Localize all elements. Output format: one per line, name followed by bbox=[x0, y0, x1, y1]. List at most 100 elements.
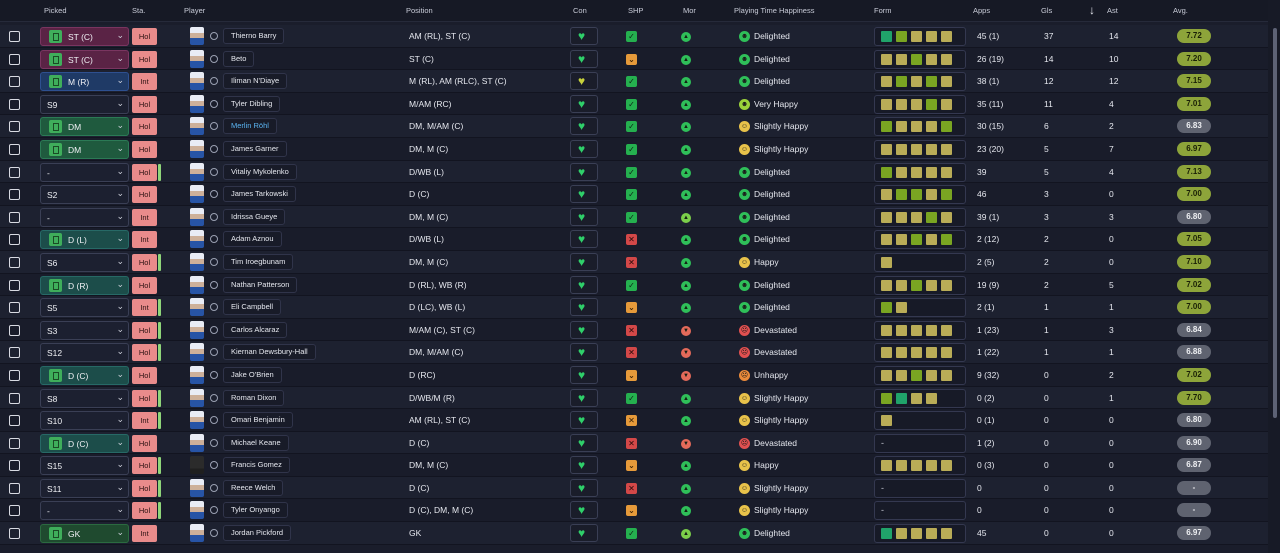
status-badge[interactable]: Hol bbox=[132, 457, 157, 475]
select-checkbox[interactable] bbox=[9, 279, 20, 291]
table-row[interactable]: GK ⌄ Int Jordan Pickford GK ♥ ✓ ▲ ☻ Delighted 45 0 0… bbox=[0, 522, 1268, 545]
select-checkbox[interactable] bbox=[9, 234, 20, 246]
select-checkbox[interactable] bbox=[9, 437, 20, 449]
table-row[interactable]: S5 ⌄ Int Eli Campbell D (LC), WB (L) ♥ ⌄ ▲ ☻ Deli… bbox=[0, 296, 1268, 319]
table-row[interactable]: DM ⌄ Hol Merlin Röhl DM, M/AM (C) ♥ ✓ ▲ ☺ Slightl… bbox=[0, 115, 1268, 138]
player-info-icon[interactable] bbox=[210, 483, 218, 492]
scrollbar-thumb[interactable] bbox=[1273, 28, 1277, 418]
player-name[interactable]: Idrissa Gueye bbox=[223, 208, 286, 225]
col-con[interactable]: Con bbox=[573, 6, 587, 15]
status-badge[interactable]: Hol bbox=[132, 479, 157, 497]
select-checkbox[interactable] bbox=[9, 211, 20, 223]
player-info-icon[interactable] bbox=[210, 438, 218, 447]
status-badge[interactable]: Hol bbox=[132, 366, 157, 384]
picked-dropdown[interactable]: S9 ⌄ bbox=[40, 94, 129, 114]
table-row[interactable]: S12 ⌄ Hol Kiernan Dewsbury-Hall DM, M/AM (C)… bbox=[0, 341, 1268, 364]
player-name[interactable]: Kiernan Dewsbury-Hall bbox=[223, 344, 316, 361]
select-checkbox[interactable] bbox=[9, 482, 20, 494]
player-info-icon[interactable] bbox=[210, 325, 218, 334]
player-info-icon[interactable] bbox=[210, 190, 218, 199]
picked-dropdown[interactable]: S2 ⌄ bbox=[40, 185, 129, 205]
player-name[interactable]: James Tarkowski bbox=[223, 186, 296, 203]
select-checkbox[interactable] bbox=[9, 76, 20, 88]
table-row[interactable]: S3 ⌄ Hol Carlos Alcaraz M/AM (C), ST (C) ♥ ✕ ▼ ☹… bbox=[0, 318, 1268, 342]
status-badge[interactable]: Hol bbox=[132, 163, 157, 181]
col-apps[interactable]: Apps bbox=[973, 6, 991, 15]
player-name[interactable]: Roman Dixon bbox=[223, 389, 285, 406]
picked-dropdown[interactable]: S3 ⌄ bbox=[40, 320, 129, 340]
status-badge[interactable]: Hol bbox=[132, 118, 157, 136]
player-info-icon[interactable] bbox=[210, 529, 218, 538]
select-checkbox[interactable] bbox=[9, 347, 20, 359]
player-name[interactable]: Thierno Barry bbox=[223, 28, 285, 44]
status-badge[interactable]: Hol bbox=[132, 344, 157, 362]
status-badge[interactable]: Hol bbox=[132, 389, 157, 407]
picked-dropdown[interactable]: S5 ⌄ bbox=[40, 298, 129, 318]
status-badge[interactable]: Hol bbox=[132, 95, 157, 113]
player-name[interactable]: Jake O'Brien bbox=[223, 366, 282, 383]
player-name[interactable]: Nathan Patterson bbox=[223, 276, 298, 293]
picked-dropdown[interactable]: S6 ⌄ bbox=[40, 252, 129, 272]
select-checkbox[interactable] bbox=[9, 98, 20, 110]
scrollbar[interactable] bbox=[1268, 0, 1280, 553]
player-name[interactable]: Francis Gomez bbox=[223, 457, 290, 474]
table-row[interactable]: - ⌄ Hol Tyler Onyango D (C), DM, M (C) ♥ ⌄ ▲ ☺ Sl… bbox=[0, 499, 1268, 523]
player-info-icon[interactable] bbox=[210, 461, 218, 470]
player-name[interactable]: Carlos Alcaraz bbox=[223, 321, 288, 338]
player-info-icon[interactable] bbox=[210, 506, 218, 515]
status-badge[interactable]: Hol bbox=[132, 321, 157, 339]
picked-dropdown[interactable]: S8 ⌄ bbox=[40, 388, 129, 408]
player-name[interactable]: Adam Aznou bbox=[223, 231, 282, 248]
table-row[interactable]: S11 ⌄ Hol Reece Welch D (C) ♥ ✕ ▲ ☺ Slightly Happ… bbox=[0, 476, 1268, 500]
status-badge[interactable]: Hol bbox=[132, 434, 157, 452]
select-checkbox[interactable] bbox=[9, 302, 20, 314]
player-name[interactable]: Beto bbox=[223, 50, 255, 67]
status-badge[interactable]: Int bbox=[132, 231, 157, 249]
table-row[interactable]: S9 ⌄ Hol Tyler Dibling M/AM (RC) ♥ ✓ ▲ ☻ Very Hap… bbox=[0, 92, 1268, 116]
select-checkbox[interactable] bbox=[9, 528, 20, 540]
table-row[interactable]: S6 ⌄ Hol Tim Iroegbunam DM, M (C) ♥ ✕ ▲ ☺ Happy 2 … bbox=[0, 250, 1268, 274]
picked-dropdown[interactable]: D (C) ⌄ bbox=[40, 433, 129, 453]
picked-dropdown[interactable]: - ⌄ bbox=[40, 207, 129, 227]
picked-dropdown[interactable]: D (C) ⌄ bbox=[40, 365, 129, 385]
picked-dropdown[interactable]: S12 ⌄ bbox=[40, 343, 129, 363]
select-checkbox[interactable] bbox=[9, 31, 20, 42]
status-badge[interactable]: Int bbox=[132, 299, 157, 317]
player-name[interactable]: Omari Benjamin bbox=[223, 412, 293, 429]
status-badge[interactable]: Int bbox=[132, 208, 157, 226]
picked-dropdown[interactable]: D (R) ⌄ bbox=[40, 275, 129, 295]
table-row[interactable]: ST (C) ⌄ Hol Beto ST (C) ♥ ⌄ ▲ ☻ Delighted 26 (19)… bbox=[0, 47, 1268, 71]
col-avg[interactable]: Avg. bbox=[1173, 6, 1188, 15]
player-info-icon[interactable] bbox=[210, 144, 218, 153]
status-badge[interactable]: Int bbox=[132, 73, 157, 91]
col-position[interactable]: Position bbox=[406, 6, 433, 15]
select-checkbox[interactable] bbox=[9, 143, 20, 155]
status-badge[interactable]: Int bbox=[132, 412, 157, 430]
sort-arrow-icon[interactable]: ↓ bbox=[1089, 3, 1095, 17]
picked-dropdown[interactable]: DM ⌄ bbox=[40, 117, 129, 137]
select-checkbox[interactable] bbox=[9, 166, 20, 178]
select-checkbox[interactable] bbox=[9, 392, 20, 404]
picked-dropdown[interactable]: M (R) ⌄ bbox=[40, 72, 129, 92]
player-info-icon[interactable] bbox=[210, 235, 218, 244]
player-name[interactable]: Merlin Röhl bbox=[223, 118, 277, 135]
select-checkbox[interactable] bbox=[9, 324, 20, 336]
status-badge[interactable]: Int bbox=[132, 525, 157, 543]
status-badge[interactable]: Hol bbox=[132, 253, 157, 271]
status-badge[interactable]: Hol bbox=[132, 502, 157, 520]
player-name[interactable]: Michael Keane bbox=[223, 434, 289, 451]
table-row[interactable]: S15 ⌄ Hol Francis Gomez DM, M (C) ♥ ⌄ ▲ ☺ Happy 0 … bbox=[0, 454, 1268, 477]
table-row[interactable]: - ⌄ Int Idrissa Gueye DM, M (C) ♥ ✓ ▲ ☻ Delighted… bbox=[0, 205, 1268, 229]
status-badge[interactable]: Hol bbox=[132, 186, 157, 204]
player-info-icon[interactable] bbox=[210, 99, 218, 108]
table-row[interactable]: D (C) ⌄ Hol Jake O'Brien D (RC) ♥ ⌄ ▼ ☹ Unhappy 9 … bbox=[0, 363, 1268, 387]
status-badge[interactable]: Hol bbox=[132, 50, 157, 68]
player-info-icon[interactable] bbox=[210, 122, 218, 131]
picked-dropdown[interactable]: ST (C) ⌄ bbox=[40, 49, 129, 69]
col-happiness[interactable]: Playing Time Happiness bbox=[734, 6, 815, 15]
picked-dropdown[interactable]: S15 ⌄ bbox=[40, 456, 129, 476]
player-info-icon[interactable] bbox=[210, 77, 218, 86]
table-row[interactable]: D (L) ⌄ Int Adam Aznou D/WB (L) ♥ ✕ ▲ ☻ Delighted… bbox=[0, 228, 1268, 251]
status-badge[interactable]: Hol bbox=[132, 28, 157, 45]
player-info-icon[interactable] bbox=[210, 257, 218, 266]
